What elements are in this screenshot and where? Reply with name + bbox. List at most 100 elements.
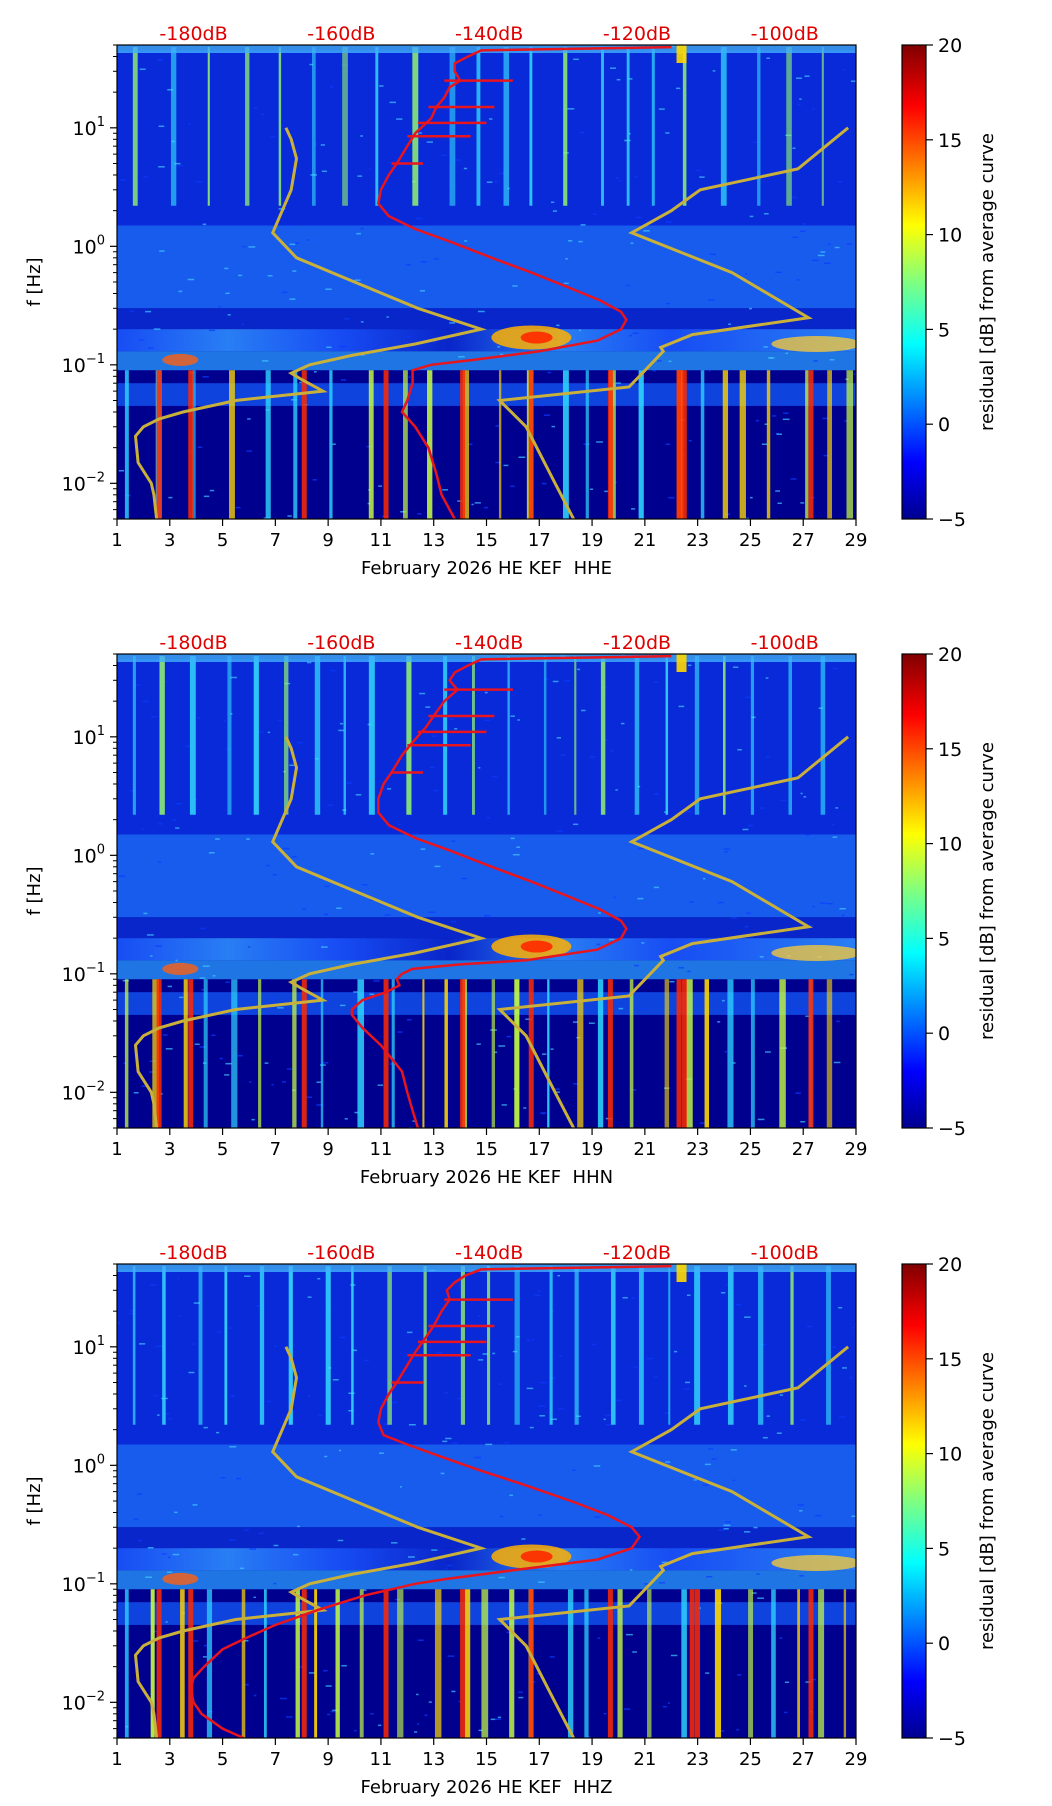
noise-speck — [167, 1556, 171, 1559]
noise-speck — [580, 131, 585, 134]
noise-speck — [188, 1371, 195, 1374]
noise-speck — [414, 1731, 418, 1733]
noise-speck — [150, 955, 153, 957]
transient-event-streak — [292, 979, 297, 1128]
noise-speck — [151, 715, 157, 718]
noise-speck — [330, 1710, 335, 1713]
transient-event-streak — [491, 979, 496, 1128]
noise-speck — [193, 1302, 201, 1304]
noise-speck — [194, 1043, 200, 1046]
noise-speck — [338, 1449, 342, 1452]
noise-speck — [853, 373, 856, 375]
noise-speck — [712, 70, 716, 72]
transient-event-streak — [124, 1589, 129, 1738]
transient-event-streak — [748, 1589, 754, 1738]
noise-speck — [220, 1476, 226, 1479]
transient-event-streak — [150, 1589, 155, 1738]
noise-speck — [476, 1043, 481, 1045]
storm-event-streak — [607, 1589, 613, 1738]
noise-speck — [399, 1486, 403, 1488]
noise-speck — [235, 506, 241, 509]
noise-speck — [594, 1516, 601, 1518]
daily-noise-streak — [198, 1266, 203, 1425]
noise-speck — [510, 715, 515, 717]
noise-speck — [817, 254, 825, 257]
daily-noise-streak — [820, 656, 826, 815]
noise-speck — [572, 1021, 578, 1023]
daily-noise-streak — [227, 656, 232, 815]
noise-speck — [538, 1290, 541, 1293]
noise-speck — [270, 135, 276, 138]
noise-speck — [286, 1068, 292, 1070]
db-scale-label: -160dB — [307, 1242, 375, 1264]
transient-event-streak — [498, 370, 502, 519]
noise-speck — [518, 1691, 523, 1694]
noise-speck — [340, 379, 347, 381]
noise-speck — [736, 1303, 742, 1306]
noise-speck — [138, 1539, 142, 1542]
noise-speck — [287, 515, 292, 517]
noise-speck — [802, 223, 807, 225]
noise-speck — [556, 1091, 560, 1093]
microseism-band — [117, 225, 856, 309]
noise-speck — [764, 212, 769, 215]
noise-speck — [417, 1723, 420, 1725]
noise-speck — [177, 1277, 180, 1280]
storm-event-streak — [528, 1589, 534, 1738]
transient-event-streak — [664, 979, 670, 1128]
noise-speck — [523, 1107, 527, 1109]
noise-speck — [230, 1395, 236, 1397]
noise-speck — [406, 264, 412, 266]
x-tick-label: 19 — [581, 530, 604, 551]
daily-noise-streak — [132, 1266, 136, 1425]
nyquist-hotspot — [676, 654, 687, 672]
noise-speck — [744, 1385, 747, 1387]
noise-speck — [147, 1547, 154, 1549]
noise-speck — [256, 1305, 264, 1307]
transient-event-streak — [434, 1589, 442, 1738]
noise-speck — [630, 1569, 633, 1571]
noise-speck — [378, 485, 382, 487]
noise-speck — [800, 1121, 806, 1123]
noise-speck — [246, 450, 252, 452]
high-noise-model-line — [496, 735, 850, 1128]
noise-speck — [831, 823, 835, 826]
transient-event-streak — [293, 370, 298, 519]
noise-speck — [363, 1589, 367, 1591]
noise-speck — [678, 705, 685, 708]
noise-speck — [192, 1504, 198, 1506]
transient-event-streak — [617, 1589, 623, 1738]
daily-noise-streak — [423, 1266, 427, 1425]
noise-speck — [264, 1062, 269, 1064]
noise-speck — [136, 1609, 142, 1611]
daily-noise-streak — [574, 1266, 579, 1425]
noise-speck — [415, 217, 423, 220]
x-tick-label: 29 — [845, 530, 868, 551]
noise-speck — [406, 1018, 412, 1021]
noise-speck — [658, 108, 665, 110]
transient-event-streak — [739, 370, 746, 519]
high-noise-model-line — [496, 1345, 850, 1738]
noise-speck — [218, 306, 221, 308]
noise-speck — [440, 1472, 445, 1475]
db-scale-label: -140dB — [455, 632, 523, 654]
db-scale-label: -140dB — [455, 23, 523, 45]
noise-speck — [779, 1637, 783, 1639]
noise-speck — [361, 354, 365, 356]
storm-event-streak — [301, 370, 307, 519]
noise-speck — [498, 1045, 506, 1047]
y-tick-exponent: −1 — [86, 961, 105, 976]
y-tick-label: 101 — [73, 1334, 105, 1359]
noise-speck — [217, 1331, 222, 1333]
daily-noise-streak — [750, 656, 755, 815]
noise-speck — [284, 224, 291, 226]
daily-noise-streak — [460, 1266, 465, 1425]
noise-speck — [478, 310, 485, 313]
noise-speck — [717, 1021, 721, 1023]
noise-speck — [500, 353, 504, 356]
noise-speck — [556, 324, 560, 327]
storm-event-streak — [156, 370, 162, 519]
noise-speck — [273, 1544, 279, 1547]
noise-speck — [765, 677, 769, 679]
noise-speck — [486, 993, 493, 995]
